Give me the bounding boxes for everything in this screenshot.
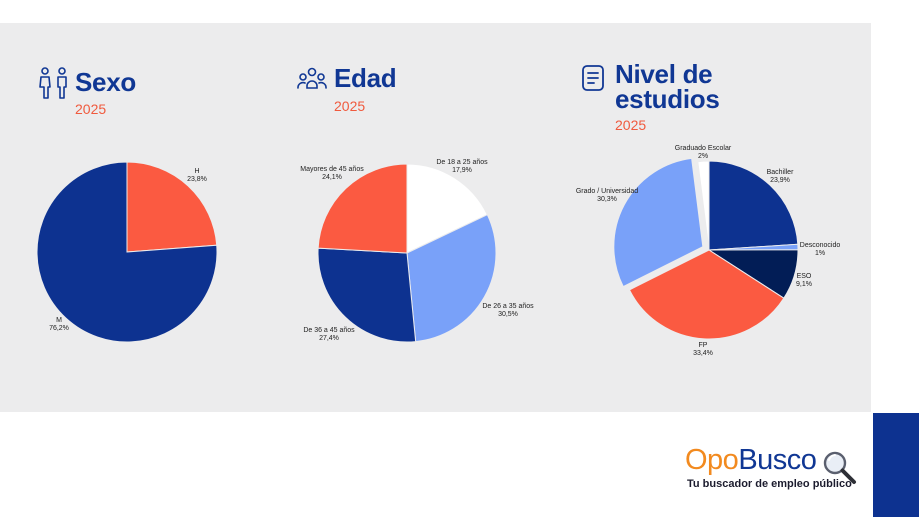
slice-label-2-2: De 26 a 35 años 30,5% [482,303,534,318]
pie-slice-2-2 [406,214,497,343]
corner-accent-block [873,413,919,517]
slice-label-3-3: ESO 9,1% [796,273,812,288]
slice-label-2-4: Mayores de 45 años 24,1% [300,166,364,181]
pie-slice-1-1 [126,161,218,253]
slice-label-3-5: Grado / Universidad 30,3% [576,188,638,203]
section-year-sexo: 2025 [75,101,107,117]
logo-tagline: Tu buscador de empleo público [687,478,852,490]
section-title-estudios-line1: Nivel de [615,59,713,89]
slice-label-3-2: Desconocido 1% [800,242,841,257]
slice-label-3-1: Bachiller 23,9% [767,169,795,184]
logo-text-opo: Opo [685,444,739,476]
section-year-edad: 2025 [334,98,366,114]
slice-label-1-2: M 76,2% [49,317,69,332]
people-icon [39,67,67,99]
pie-slice-2-1 [406,163,488,254]
section-title-estudios-line2: estudios [615,84,720,114]
pie-slice-3-4 [628,249,785,340]
group-icon [297,67,327,89]
pie-slice-3-5 [613,157,704,288]
slice-label-3-6: Graduado Escolar 2% [675,145,732,160]
slice-label-2-3: De 36 a 45 años 27,4% [303,327,355,342]
slice-label-1-1: H 23,8% [187,168,207,183]
logo-text-busco: Busco [738,444,817,476]
book-icon [582,65,604,91]
slice-label-3-4: FP 33,4% [693,342,713,357]
magnifier-icon [823,451,856,484]
section-title-edad: Edad [334,63,397,93]
slice-label-2-1: De 18 a 25 años 17,9% [436,159,488,174]
opobusco-logo: OpoBusco [685,444,817,476]
pie-slice-2-4 [317,163,408,254]
pie-slice-1-2 [36,161,218,343]
pie-slice-3-1 [708,160,799,251]
pie-slice-3-6 [697,160,710,251]
pie-slice-2-3 [317,247,417,343]
section-year-estudios: 2025 [615,117,647,133]
section-title-sexo: Sexo [75,67,136,97]
